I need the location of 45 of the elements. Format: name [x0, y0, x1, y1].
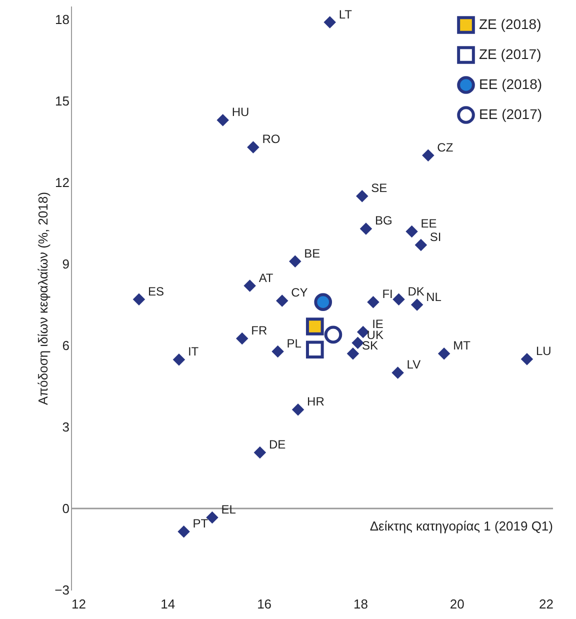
legend-label: EE (2017) [479, 106, 542, 122]
annotation: BG [374, 214, 392, 228]
annotation: HR [307, 394, 325, 409]
annotation: PT [192, 516, 209, 531]
annotation: EL [221, 502, 236, 516]
x-tick-label: 22 [539, 596, 554, 612]
x-tick-label: 18 [353, 596, 368, 612]
y-tick-label: 15 [55, 94, 70, 109]
x-tick-label: 12 [72, 596, 86, 612]
y-tick-label: 12 [55, 175, 70, 190]
annotation: PL [286, 336, 302, 351]
x-tick-label: 14 [160, 596, 176, 612]
annotation: LU [536, 344, 552, 358]
annotation: ES [148, 284, 164, 298]
annotation: SE [371, 181, 388, 196]
annotation: LT [338, 7, 353, 22]
legend-label: EE (2018) [479, 76, 542, 92]
annotation: CZ [437, 140, 454, 154]
annotation: DE [268, 438, 286, 452]
annotation: MT [453, 338, 472, 353]
annotation: RO [262, 132, 280, 146]
y-tick-label: 6 [62, 338, 70, 354]
annotation: AT [258, 270, 274, 285]
x-tick-label: 20 [450, 596, 464, 612]
annotation: SI [430, 230, 442, 244]
y-axis-title: Απόδοση ιδίων κεφαλαίων (%, 2018) [36, 192, 51, 406]
legend-label: ZE (2018) [479, 16, 542, 32]
x-tick-label: 16 [257, 596, 272, 612]
annotation: BE [304, 246, 320, 260]
annotation: CY [291, 286, 308, 300]
y-tick-label: −3 [54, 582, 70, 598]
annotation: NL [426, 290, 442, 304]
annotation: FI [382, 287, 393, 302]
annotation: DK [408, 284, 424, 298]
annotation: EE [420, 216, 437, 230]
annotation: IT [188, 344, 200, 359]
annotation: HU [232, 105, 250, 120]
legend-label: ZE (2017) [479, 46, 542, 62]
y-tick-label: 9 [62, 256, 70, 272]
annotation: LV [406, 358, 421, 372]
y-tick-label: 18 [55, 12, 70, 28]
annotation: FR [251, 323, 268, 338]
y-tick-label: 0 [62, 501, 70, 516]
y-tick-label: 3 [62, 420, 70, 435]
x-axis-title: Δείκτης κατηγορίας 1 (2019 Q1) [370, 518, 553, 534]
